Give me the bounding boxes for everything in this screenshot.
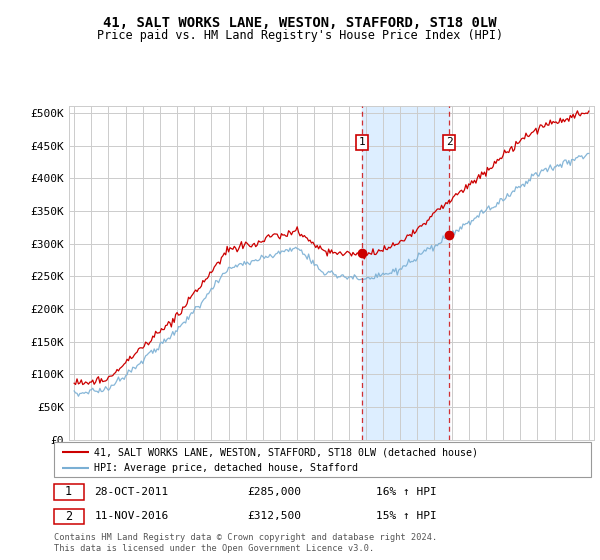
Text: Price paid vs. HM Land Registry's House Price Index (HPI): Price paid vs. HM Land Registry's House … — [97, 29, 503, 42]
Text: 1: 1 — [359, 137, 365, 147]
Text: 2: 2 — [65, 510, 72, 523]
FancyBboxPatch shape — [54, 508, 83, 524]
Text: £312,500: £312,500 — [247, 511, 301, 521]
Text: Contains HM Land Registry data © Crown copyright and database right 2024.
This d: Contains HM Land Registry data © Crown c… — [54, 533, 437, 553]
FancyBboxPatch shape — [54, 484, 83, 500]
Text: HPI: Average price, detached house, Stafford: HPI: Average price, detached house, Staf… — [94, 464, 358, 473]
Text: 2: 2 — [446, 137, 452, 147]
Text: 28-OCT-2011: 28-OCT-2011 — [94, 487, 169, 497]
Text: 11-NOV-2016: 11-NOV-2016 — [94, 511, 169, 521]
Text: 1: 1 — [65, 486, 72, 498]
Text: 15% ↑ HPI: 15% ↑ HPI — [376, 511, 437, 521]
Text: 41, SALT WORKS LANE, WESTON, STAFFORD, ST18 0LW: 41, SALT WORKS LANE, WESTON, STAFFORD, S… — [103, 16, 497, 30]
Text: 16% ↑ HPI: 16% ↑ HPI — [376, 487, 437, 497]
Text: 41, SALT WORKS LANE, WESTON, STAFFORD, ST18 0LW (detached house): 41, SALT WORKS LANE, WESTON, STAFFORD, S… — [94, 447, 478, 457]
Text: £285,000: £285,000 — [247, 487, 301, 497]
FancyBboxPatch shape — [54, 442, 591, 477]
Bar — [362, 106, 449, 440]
